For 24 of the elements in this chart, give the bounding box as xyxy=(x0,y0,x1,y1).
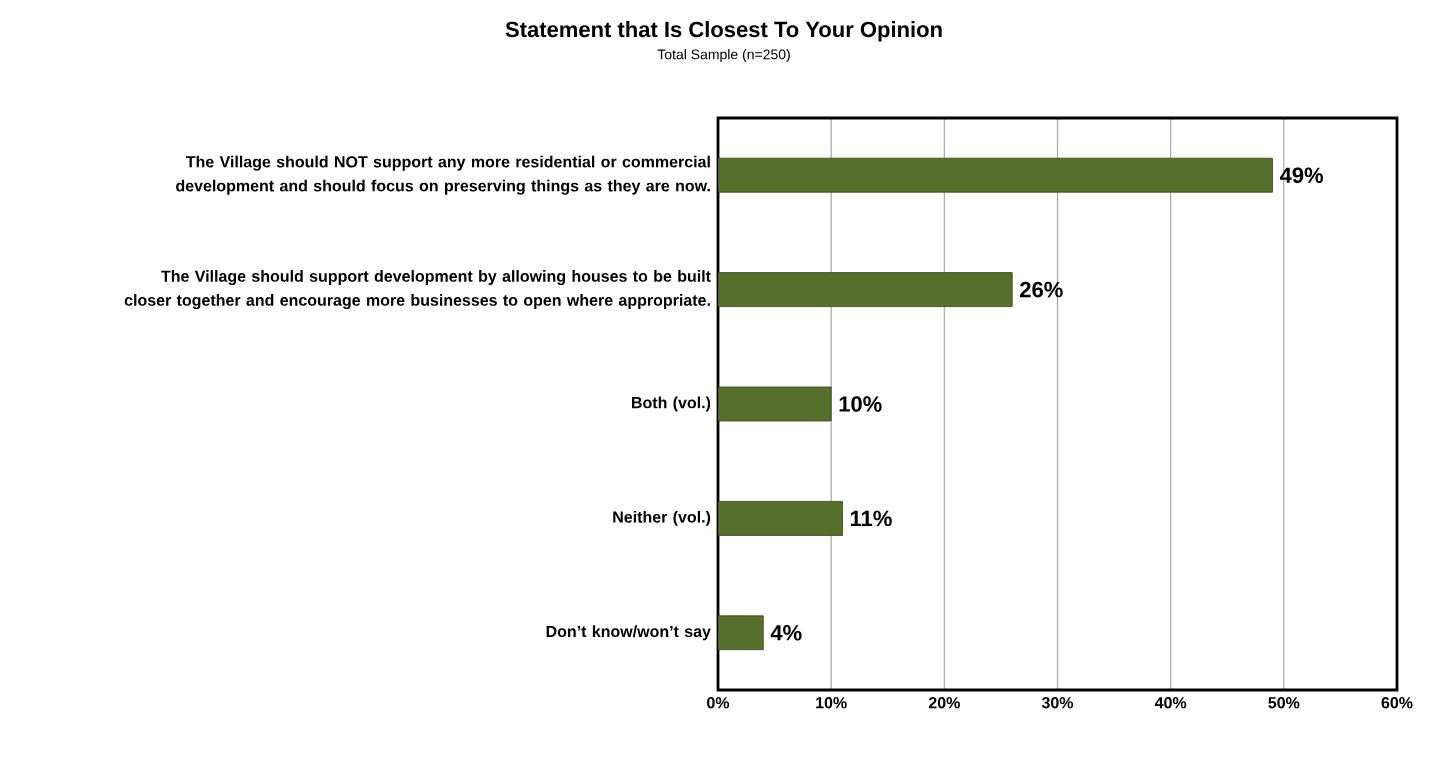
y-tick-label: Neither (vol.) xyxy=(613,510,711,526)
data-label: 4% xyxy=(770,625,802,641)
data-label: 26% xyxy=(1020,281,1063,298)
x-tick-label: 50% xyxy=(1268,697,1300,709)
bar xyxy=(718,386,832,422)
data-label: 49% xyxy=(1279,167,1324,183)
bar xyxy=(718,157,1273,193)
data-label: 10% xyxy=(839,396,882,412)
y-tick-label: The Village should NOT support any more residential or commercial development and should focus on preserving things as they are now. xyxy=(176,155,710,195)
chart-title: Statement that Is Closest To Your Opinion xyxy=(505,21,942,42)
x-tick-label: 60% xyxy=(1381,697,1413,709)
bar xyxy=(718,272,1013,307)
y-tick-label: Don’t know/won’t say xyxy=(546,625,711,641)
y-tick-label: Both (vol.) xyxy=(632,396,711,412)
data-label: 11% xyxy=(850,510,892,527)
x-tick-label: 40% xyxy=(1154,697,1187,709)
bar xyxy=(718,615,764,651)
x-tick-label: 10% xyxy=(816,697,847,709)
y-tick-label: The Village should support development by allowing houses to be built closer together and encourage more businesses to open where appropriate. xyxy=(124,270,711,310)
x-tick-label: 0% xyxy=(707,697,730,709)
x-tick-label: 30% xyxy=(1041,697,1074,709)
x-tick-label: 20% xyxy=(928,697,960,709)
bar xyxy=(718,501,843,536)
chart-subtitle: Total Sample (n=250) xyxy=(657,49,790,63)
